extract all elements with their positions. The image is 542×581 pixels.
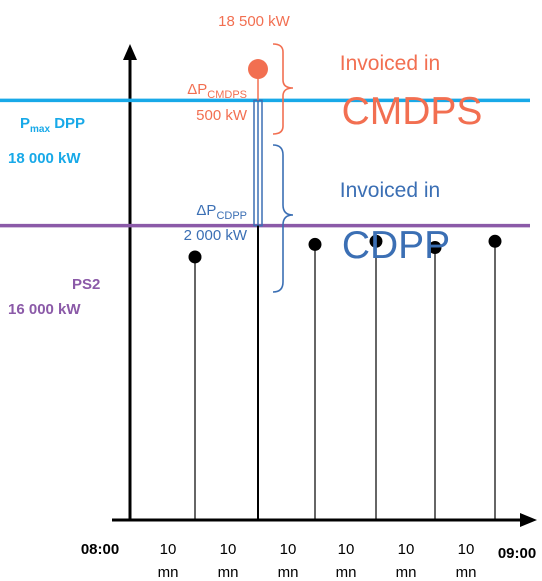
interval-unit: mn (278, 564, 299, 581)
cdpp-brace (272, 144, 294, 293)
interval-number: 10 (398, 541, 415, 558)
delta-cmdps-label: ΔPCMDPS (187, 81, 247, 101)
invoice-cmdps-line1: Invoiced in (340, 52, 440, 75)
delta-cmdps-value: 500 kW (196, 107, 248, 124)
interval-number: 10 (160, 541, 177, 558)
interval-number: 10 (458, 541, 475, 558)
measurement-point (369, 234, 383, 248)
interval-unit: mn (396, 564, 417, 581)
interval-number: 10 (338, 541, 355, 558)
interval-labels: 10 mn 10 mn 10 mn 10 mn 10 mn 10 mn (158, 541, 477, 581)
invoice-cdpp-line2: CDPP (342, 224, 450, 267)
cmdps-brace (272, 43, 294, 135)
ps2-value: 16 000 kW (8, 301, 81, 318)
time-start-label: 08:00 (81, 541, 119, 558)
ps2-label: PS2 (72, 276, 100, 293)
interval-unit: mn (218, 564, 239, 581)
delta-cdpp-label: ΔPCDPP (196, 202, 247, 222)
pmax-dpp-value: 18 000 kW (8, 150, 81, 167)
measurement-point (488, 234, 502, 248)
interval-unit: mn (336, 564, 357, 581)
interval-number: 10 (280, 541, 297, 558)
interval-unit: mn (456, 564, 477, 581)
invoice-cmdps-line2: CMDPS (342, 90, 483, 133)
invoice-cdpp-line1: Invoiced in (340, 179, 440, 202)
measurement-point (188, 250, 202, 264)
measurement-point (308, 237, 322, 251)
pmax-dpp-label: Pmax DPP (20, 115, 85, 135)
time-end-label: 09:00 (498, 545, 536, 562)
y-axis-arrowhead (123, 44, 137, 60)
peak-value-label: 18 500 kW (218, 13, 291, 30)
interval-number: 10 (220, 541, 237, 558)
peak-point (248, 59, 268, 80)
measurement-point (428, 241, 442, 255)
measurement-stems (194, 69, 496, 520)
x-axis-arrowhead (520, 513, 537, 527)
interval-unit: mn (158, 564, 179, 581)
measurement-points (188, 59, 502, 264)
delta-cdpp-value: 2 000 kW (184, 227, 248, 244)
